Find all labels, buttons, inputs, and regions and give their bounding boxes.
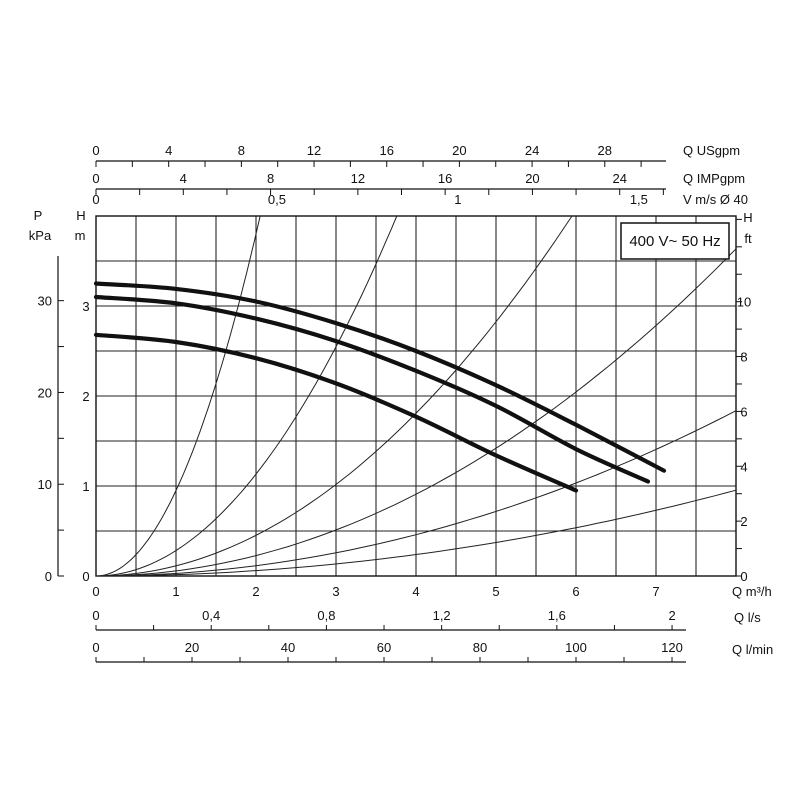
top-tick-label: 1 (454, 192, 461, 207)
frequency-annotation: 400 V~ 50 Hz (629, 233, 720, 250)
bottom-tick-label: 7 (652, 584, 659, 599)
top-tick-label: 0,5 (268, 192, 286, 207)
head-tick-label: 1 (82, 479, 89, 494)
head-tick-label: 3 (82, 299, 89, 314)
bottom-tick-label: 100 (565, 640, 587, 655)
head-tick-label: 2 (82, 389, 89, 404)
bottom-tick-label: 80 (473, 640, 487, 655)
top-tick-label: 12 (307, 143, 321, 158)
bottom-tick-label: 1,2 (433, 608, 451, 623)
top-tick-label: 0 (92, 192, 99, 207)
system-curve (95, 215, 573, 577)
bottom-tick-label: 6 (572, 584, 579, 599)
bottom-axis-label: Q l/s (734, 610, 761, 625)
bottom-tick-label: 2 (252, 584, 259, 599)
top-tick-label: 4 (165, 143, 172, 158)
bottom-tick-label: 1,6 (548, 608, 566, 623)
system-curve (96, 410, 737, 577)
bottom-tick-label: 0,8 (317, 608, 335, 623)
head-ft-tick-label: 2 (740, 514, 747, 529)
pressure-axis-label-bottom: kPa (29, 228, 52, 243)
bottom-tick-label: 0 (92, 608, 99, 623)
top-tick-label: 0 (92, 171, 99, 186)
bottom-tick-label: 20 (185, 640, 199, 655)
top-tick-label: 0 (92, 143, 99, 158)
top-tick-label: 16 (438, 171, 452, 186)
top-tick-label: 1,5 (630, 192, 648, 207)
pump-curve (93, 281, 667, 473)
frequency-annotation-box: 400 V~ 50 Hz (620, 222, 730, 260)
top-tick-label: 4 (180, 171, 187, 186)
bottom-tick-label: 3 (332, 584, 339, 599)
bottom-axis-label: Q m³/h (732, 584, 772, 599)
top-tick-label: 24 (525, 143, 539, 158)
head-tick-label: 0 (82, 569, 89, 584)
bottom-tick-label: 60 (377, 640, 391, 655)
top-axis-label: V m/s Ø 40 (683, 192, 748, 207)
pressure-tick-label: 30 (38, 294, 52, 309)
bottom-tick-label: 0 (92, 584, 99, 599)
top-tick-label: 20 (525, 171, 539, 186)
pressure-tick-label: 10 (38, 477, 52, 492)
pump-curves (93, 281, 667, 493)
bottom-tick-label: 1 (172, 584, 179, 599)
plot-frame (95, 215, 737, 577)
head-axis-label-top: H (76, 208, 85, 223)
head-ft-tick-label: 8 (740, 350, 747, 365)
pressure-tick-label: 0 (45, 569, 52, 584)
system-curve (95, 248, 737, 577)
top-tick-label: 24 (612, 171, 626, 186)
bottom-tick-label: 0,4 (202, 608, 220, 623)
top-axis-label: Q IMPgpm (683, 171, 745, 186)
top-tick-label: 8 (267, 171, 274, 186)
pump-curve (93, 332, 579, 493)
bottom-axis-label: Q l/min (732, 642, 773, 657)
top-tick-label: 12 (351, 171, 365, 186)
top-tick-label: 16 (379, 143, 393, 158)
pump-curve (93, 294, 651, 484)
top-tick-label: 28 (598, 143, 612, 158)
head-ft-axis-label-bottom: ft (744, 231, 752, 246)
head-axis-label-bottom: m (75, 228, 86, 243)
top-axis-label: Q USgpm (683, 143, 740, 158)
system-curve (96, 489, 737, 577)
top-tick-label: 20 (452, 143, 466, 158)
bottom-tick-label: 2 (668, 608, 675, 623)
pressure-axis-label-top: P (34, 208, 43, 223)
head-ft-axis-label-top: H (743, 210, 752, 225)
system-curves (95, 215, 737, 577)
system-curve (95, 215, 261, 577)
top-tick-label: 8 (238, 143, 245, 158)
head-ft-tick-label: 0 (740, 569, 747, 584)
bottom-tick-label: 40 (281, 640, 295, 655)
bottom-tick-label: 4 (412, 584, 419, 599)
head-ft-tick-label: 6 (740, 404, 747, 419)
chart-axes (57, 160, 742, 663)
chart-grid (95, 215, 737, 577)
bottom-tick-label: 0 (92, 640, 99, 655)
head-ft-tick-label: 4 (740, 459, 747, 474)
pressure-tick-label: 20 (38, 385, 52, 400)
bottom-tick-label: 5 (492, 584, 499, 599)
head-ft-tick-label: 10 (737, 295, 751, 310)
bottom-tick-label: 120 (661, 640, 683, 655)
